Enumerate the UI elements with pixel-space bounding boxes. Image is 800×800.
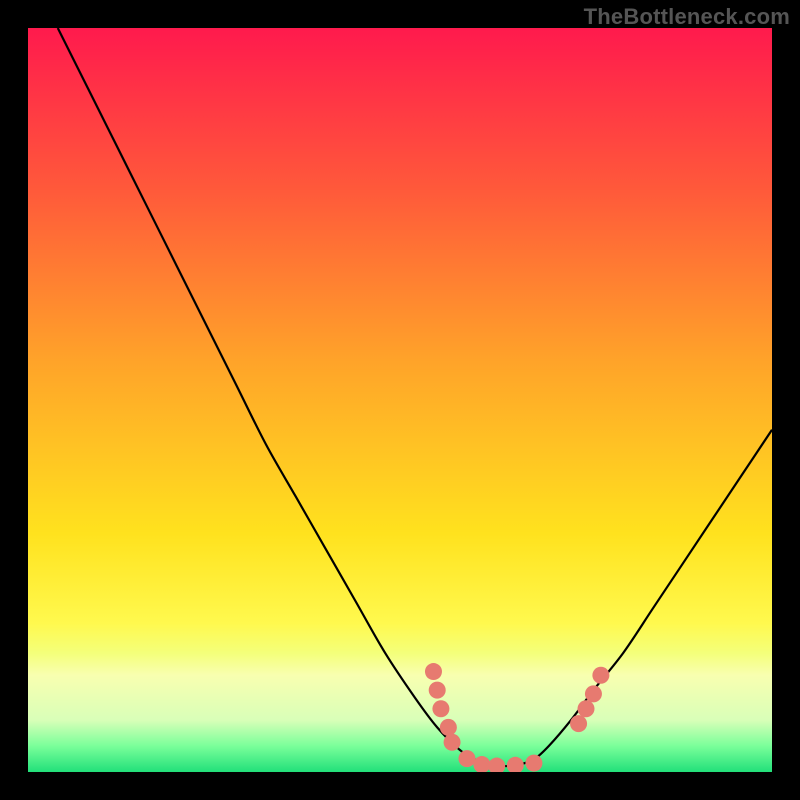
plot-area <box>28 28 772 772</box>
chart-frame: TheBottleneck.com <box>0 0 800 800</box>
highlight-marker <box>440 719 457 736</box>
highlight-marker <box>429 682 446 699</box>
highlight-marker <box>444 734 461 751</box>
highlight-marker <box>432 700 449 717</box>
highlight-marker <box>585 685 602 702</box>
highlight-marker <box>578 700 595 717</box>
highlight-marker <box>592 667 609 684</box>
chart-background <box>28 28 772 772</box>
highlight-marker <box>425 663 442 680</box>
highlight-marker <box>525 755 542 772</box>
watermark-text: TheBottleneck.com <box>584 4 790 30</box>
highlight-marker <box>458 750 475 767</box>
bottleneck-curve-chart <box>28 28 772 772</box>
highlight-marker <box>570 715 587 732</box>
